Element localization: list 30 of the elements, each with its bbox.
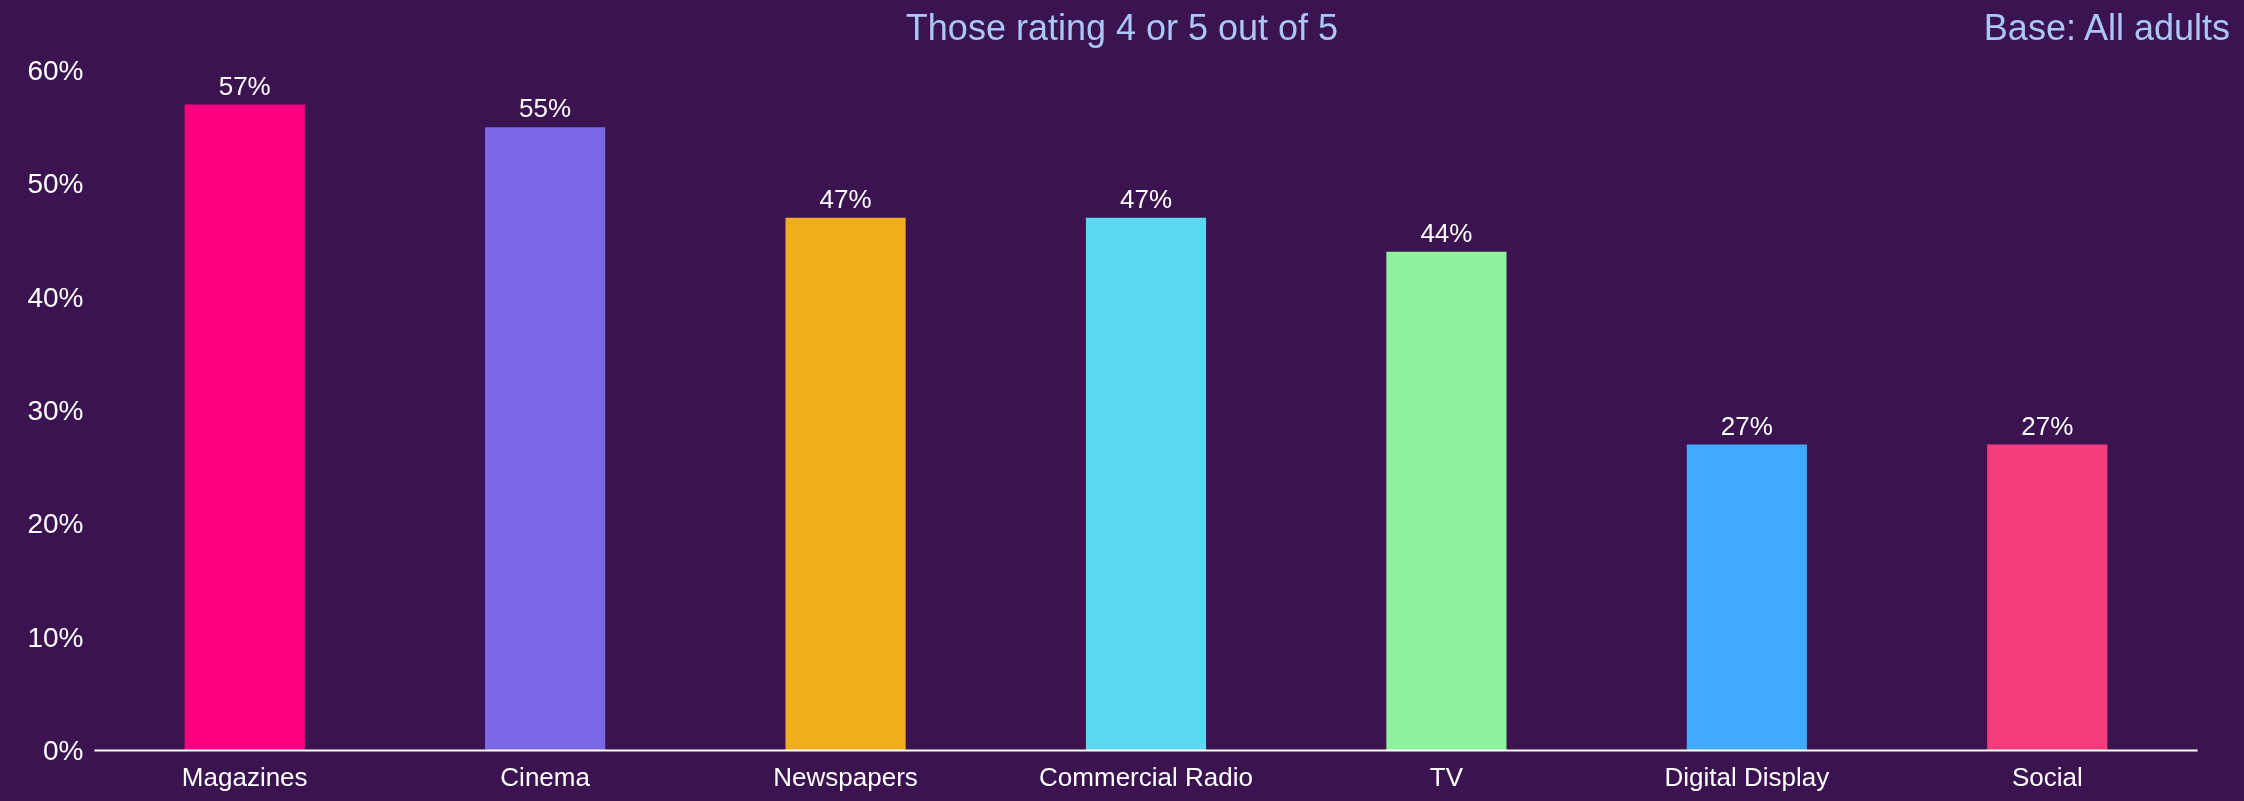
bar xyxy=(785,217,906,751)
y-tick-label: 20% xyxy=(27,508,84,540)
bar xyxy=(1686,444,1807,751)
x-tick-label: TV xyxy=(1429,761,1464,792)
text: Base: All adults xyxy=(1983,6,2230,50)
bar xyxy=(1386,251,1507,751)
x-tick-label: Digital Display xyxy=(1664,761,1830,792)
x-tick-label: Commercial Radio xyxy=(1039,761,1253,792)
x-tick-label: Cinema xyxy=(500,761,591,792)
y-tick-label: 40% xyxy=(27,281,84,313)
bar xyxy=(184,104,305,751)
y-tick-label: 30% xyxy=(27,395,84,426)
data-label: 44% xyxy=(1420,217,1473,248)
data-label: 55% xyxy=(519,93,572,124)
x-tick-label: Newspapers xyxy=(773,761,918,792)
data-label: 57% xyxy=(218,70,271,101)
bar xyxy=(1085,217,1207,751)
data-label: 47% xyxy=(1119,183,1173,214)
x-tick-label: Social xyxy=(2011,761,2083,792)
data-label: 47% xyxy=(819,183,872,214)
bar xyxy=(1987,444,2108,751)
bar xyxy=(485,127,606,751)
y-tick-label: 60% xyxy=(27,55,84,86)
y-tick-label: 10% xyxy=(27,621,84,653)
data-label: 27% xyxy=(1720,410,1773,441)
x-tick-label: Magazines xyxy=(181,761,308,792)
chart-title: Those rating 4 or 5 out of 5 xyxy=(905,7,1339,48)
data-label: 27% xyxy=(2021,410,2074,441)
y-tick-label: 50% xyxy=(27,168,84,200)
y-tick-label: 0% xyxy=(43,735,84,766)
